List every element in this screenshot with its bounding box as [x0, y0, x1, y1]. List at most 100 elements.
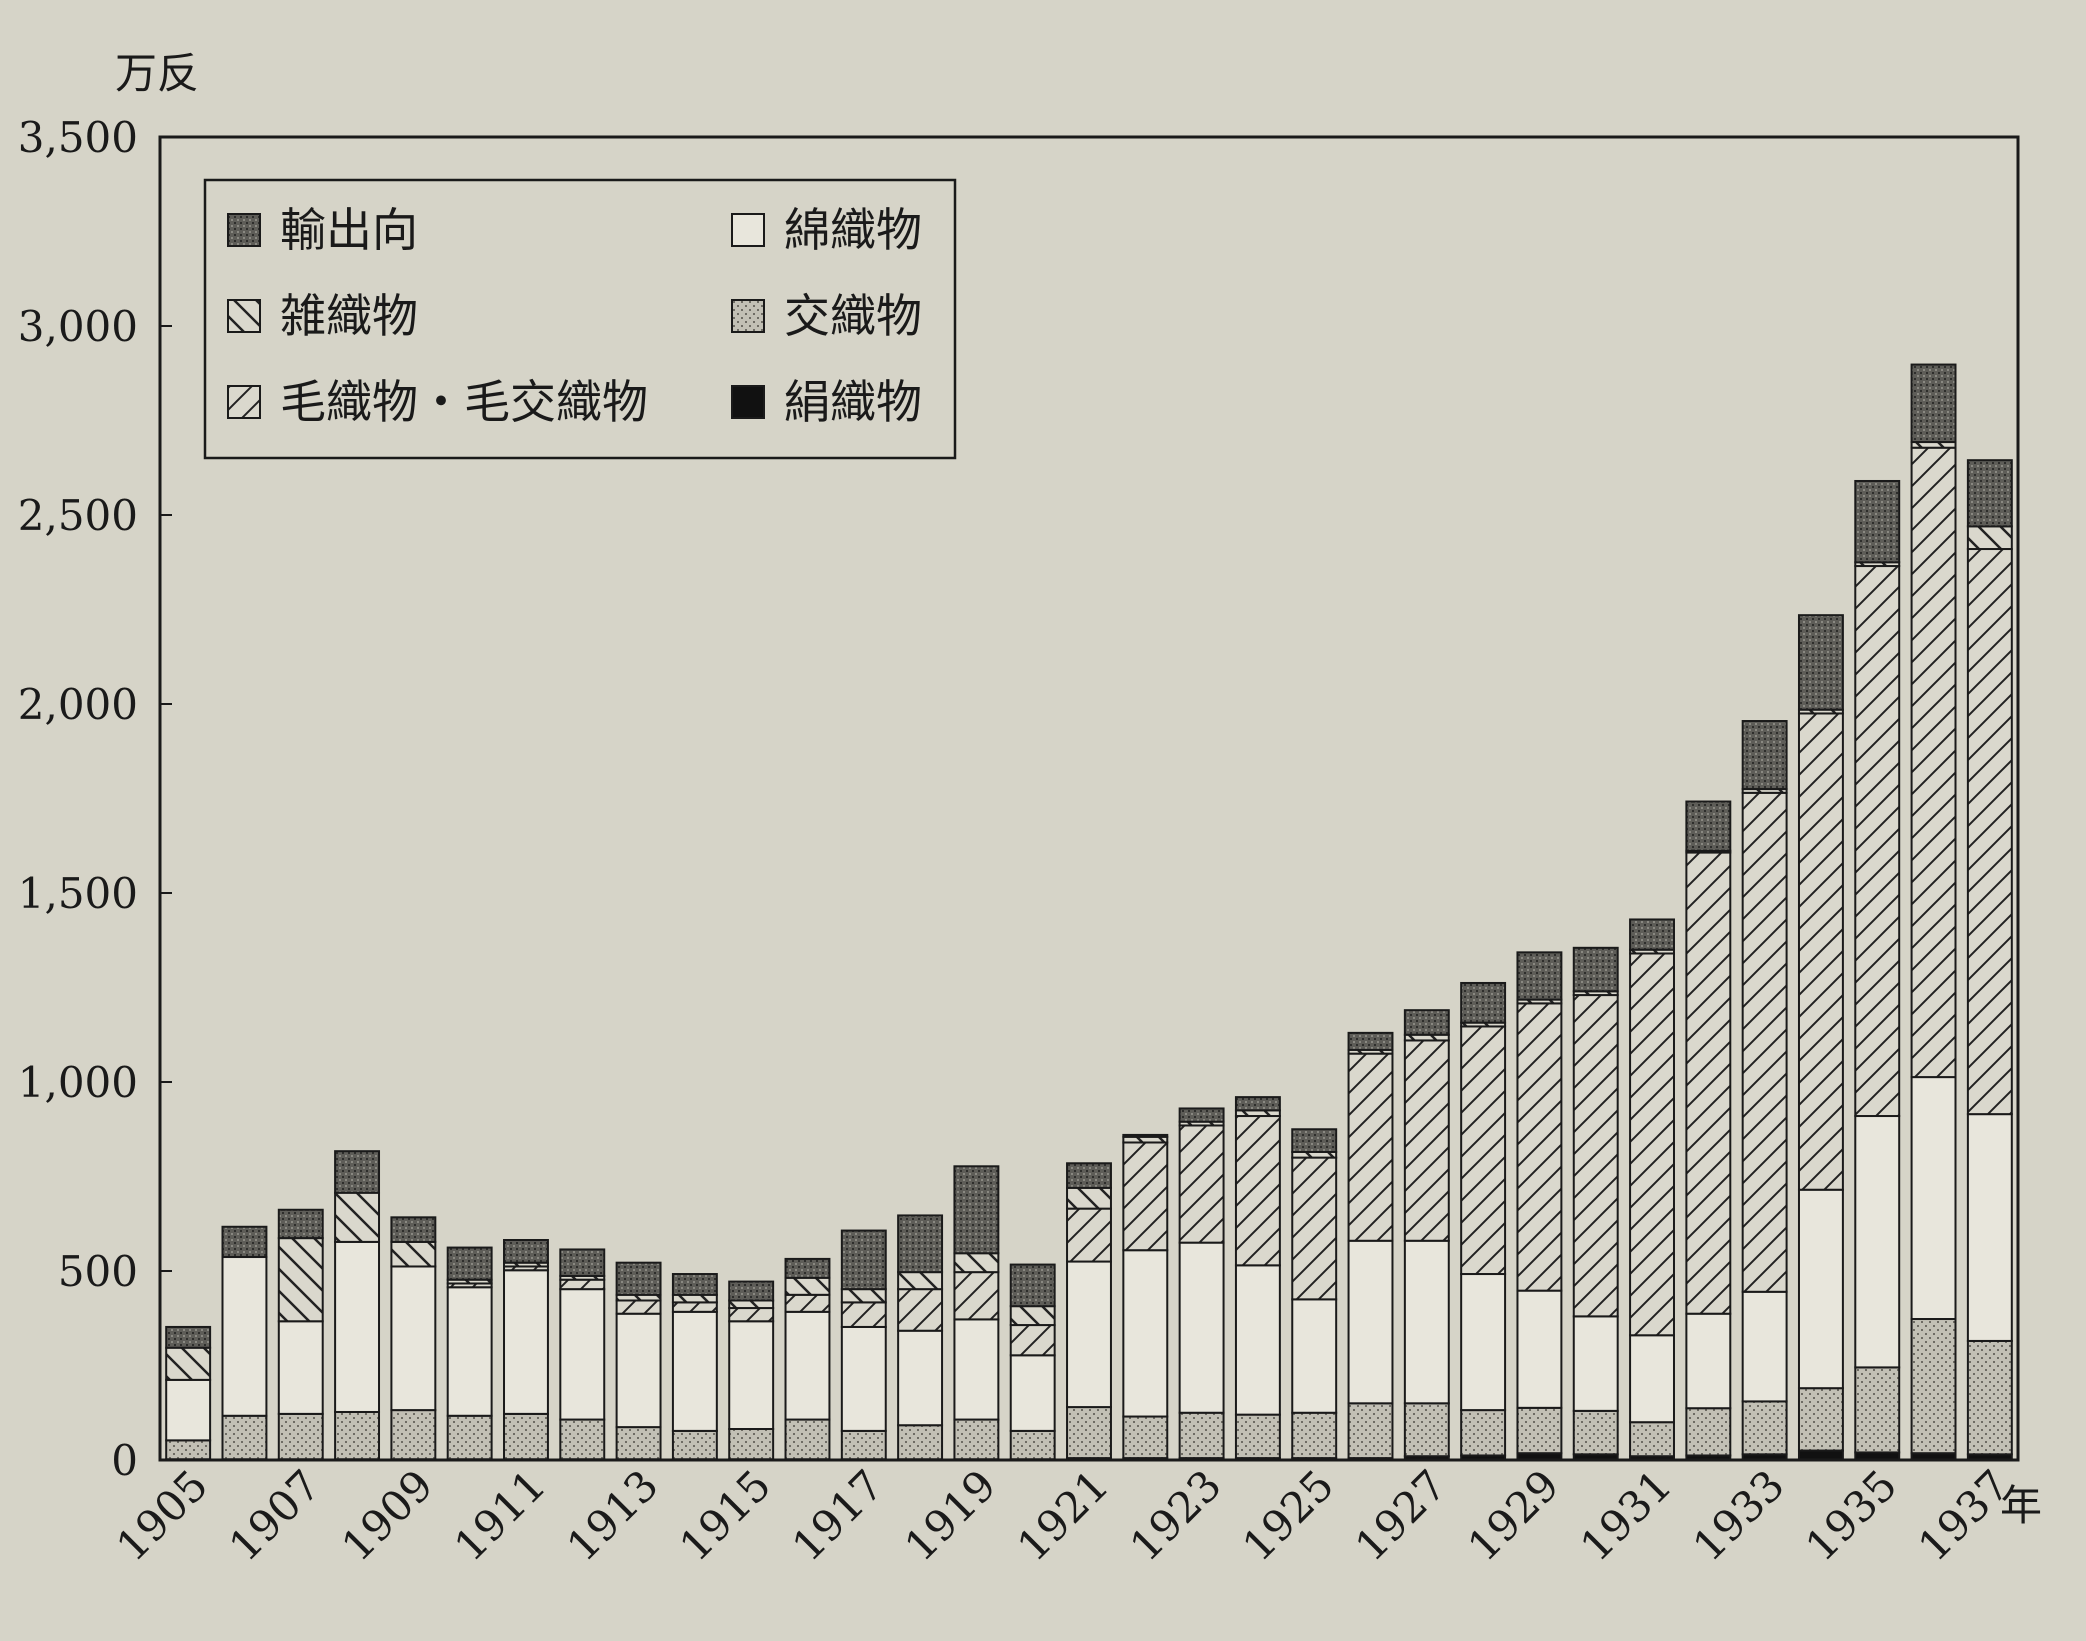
- bar-segment-export: [615, 1261, 662, 1296]
- bar-segment-mixed: [334, 1410, 381, 1461]
- bar-segment-cotton: [1291, 1298, 1338, 1414]
- bar-segment-wool: [1122, 1141, 1169, 1252]
- bar-segment-cotton: [1403, 1239, 1450, 1405]
- x-tick-label: 1911: [445, 1460, 555, 1570]
- bar-segment-cotton: [1234, 1264, 1281, 1416]
- bar-segment-export: [1516, 951, 1563, 1001]
- bar-segment-mixed: [840, 1429, 887, 1461]
- bar-segment-cotton: [1009, 1354, 1056, 1432]
- bar-segment-cotton: [671, 1310, 718, 1432]
- bar-segment-wool: [1572, 994, 1619, 1318]
- bar-segment-export: [784, 1257, 831, 1279]
- legend-swatch-misc: [227, 299, 261, 333]
- bar-1911: [503, 1239, 549, 1462]
- y-tick-label: 500: [58, 1247, 138, 1296]
- bar-segment-cotton: [1797, 1188, 1844, 1390]
- bar-segment-wool: [728, 1307, 775, 1323]
- bar-1918: [897, 1214, 944, 1462]
- bar-1917: [840, 1229, 887, 1462]
- bar-1920: [1009, 1263, 1056, 1462]
- bar-segment-cotton: [1854, 1115, 1901, 1369]
- legend-label-silk: 絹織物: [784, 375, 922, 429]
- bar-segment-mixed: [1629, 1421, 1675, 1458]
- bar-segment-cotton: [784, 1310, 831, 1421]
- bar-1926: [1347, 1031, 1394, 1461]
- legend-label-cotton: 綿織物: [784, 203, 922, 257]
- x-tick-label: 1913: [557, 1460, 667, 1570]
- bar-segment-wool: [953, 1271, 1000, 1321]
- legend-swatch-cotton: [731, 213, 765, 247]
- bar-1936: [1910, 363, 1957, 1462]
- bar-segment-cotton: [1460, 1273, 1507, 1412]
- bar-segment-cotton: [1629, 1334, 1675, 1424]
- bar-segment-export: [503, 1239, 549, 1264]
- bar-segment-wool: [1741, 791, 1788, 1293]
- bar-segment-misc: [728, 1299, 775, 1310]
- bar-segment-mixed: [559, 1418, 606, 1461]
- legend-item-cotton: 綿織物: [731, 203, 922, 257]
- x-tick-label: 1921: [1008, 1460, 1118, 1570]
- bar-segment-wool: [1460, 1025, 1507, 1276]
- y-tick-label: 1,000: [18, 1058, 138, 1107]
- bar-1912: [559, 1248, 606, 1462]
- bar-1934: [1797, 614, 1844, 1462]
- legend-swatch-silk: [731, 385, 765, 419]
- bar-segment-wool: [1009, 1324, 1056, 1357]
- bar-1914: [671, 1273, 718, 1462]
- legend-label-export: 輸出向: [280, 203, 418, 257]
- bar-segment-cotton: [1122, 1249, 1169, 1418]
- bar-segment-wool: [897, 1288, 944, 1332]
- bar-segment-cotton: [277, 1320, 324, 1415]
- bar-segment-export: [221, 1225, 268, 1259]
- y-axis-ticks: 0 500 1,000 1,500 2,000 2,500 3,000 3,500: [18, 113, 172, 1485]
- legend-box: [203, 178, 957, 460]
- x-tick-label: 1909: [332, 1460, 442, 1570]
- bar-segment-mixed: [1122, 1415, 1169, 1460]
- bar-segment-export: [1009, 1263, 1056, 1308]
- bar-segment-misc: [897, 1271, 944, 1291]
- x-tick-label: 1931: [1571, 1460, 1681, 1570]
- bar-segment-wool: [1854, 565, 1901, 1118]
- bar-1931: [1629, 918, 1675, 1461]
- bar-segment-cotton: [615, 1312, 662, 1429]
- bar-segment-export: [1629, 918, 1675, 951]
- bar-segment-export: [728, 1280, 775, 1302]
- bar-segment-wool: [1910, 446, 1957, 1079]
- bar-segment-misc: [840, 1288, 887, 1304]
- x-tick-label: 1923: [1120, 1460, 1230, 1570]
- bar-1929: [1516, 951, 1563, 1462]
- bar-segment-mixed: [784, 1418, 831, 1461]
- bar-segment-wool: [840, 1301, 887, 1328]
- bar-segment-wool: [1966, 548, 2013, 1116]
- x-axis-unit-label: 年: [2000, 1481, 2042, 1530]
- bar-segment-wool: [559, 1278, 606, 1291]
- x-tick-label: 1917: [783, 1460, 893, 1570]
- bar-segment-misc: [953, 1252, 1000, 1274]
- bar-1908: [334, 1150, 381, 1462]
- bar-segment-mixed: [1741, 1400, 1788, 1456]
- x-tick-label: 1929: [1458, 1460, 1568, 1570]
- x-tick-label: 1925: [1233, 1460, 1343, 1570]
- y-tick-label: 2,000: [18, 680, 138, 729]
- bar-segment-misc: [671, 1293, 718, 1304]
- bar-segment-cotton: [1910, 1076, 1957, 1321]
- bar-segment-misc: [165, 1346, 212, 1381]
- bar-1916: [784, 1257, 831, 1462]
- bar-segment-cotton: [1516, 1289, 1563, 1409]
- bar-segment-cotton: [1741, 1290, 1788, 1403]
- bar-segment-mixed: [897, 1424, 944, 1461]
- bar-segment-cotton: [334, 1240, 381, 1413]
- bar-segment-wool: [671, 1301, 718, 1313]
- bar-segment-export: [446, 1246, 493, 1281]
- legend-label-misc: 雑織物: [280, 289, 418, 343]
- bar-segment-misc: [334, 1191, 381, 1243]
- bar-segment-export: [559, 1248, 606, 1277]
- bar-segment-misc: [390, 1240, 437, 1268]
- bar-segment-export: [1347, 1031, 1394, 1051]
- bar-1930: [1572, 946, 1619, 1461]
- x-axis-ticks: 1905 1907 1909 1911 1913 1915 1917 1919 1921 1923…: [107, 1460, 2019, 1570]
- bar-segment-export: [277, 1208, 324, 1240]
- bar-segment-mixed: [1854, 1366, 1901, 1454]
- bar-segment-export: [1178, 1107, 1225, 1123]
- x-tick-label: 1907: [220, 1460, 330, 1570]
